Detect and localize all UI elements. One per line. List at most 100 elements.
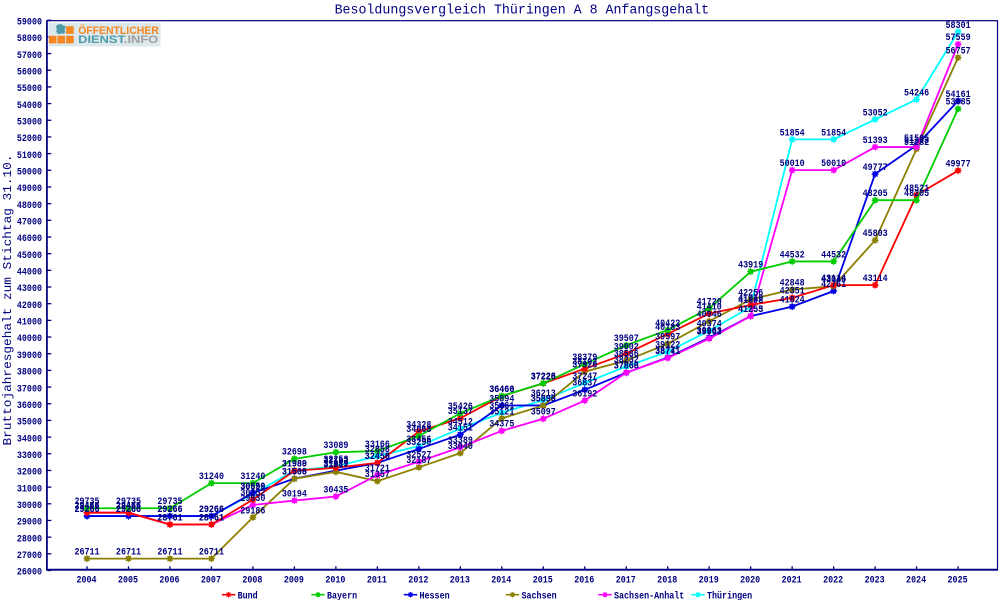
svg-text:2019: 2019 (699, 576, 719, 587)
svg-text:35894: 35894 (489, 394, 514, 405)
svg-text:37928: 37928 (572, 360, 597, 371)
svg-text:35890: 35890 (531, 394, 556, 405)
svg-text:31508: 31508 (282, 468, 307, 479)
svg-text:54246: 54246 (904, 88, 929, 99)
svg-text:32253: 32253 (323, 455, 348, 466)
svg-text:39903: 39903 (697, 328, 722, 339)
svg-text:28761: 28761 (199, 513, 224, 524)
svg-text:2006: 2006 (159, 576, 179, 587)
svg-text:38586: 38586 (614, 350, 639, 361)
svg-text:39597: 39597 (655, 333, 680, 344)
svg-text:29266: 29266 (157, 505, 182, 516)
svg-text:59000: 59000 (17, 17, 42, 28)
svg-text:2021: 2021 (782, 576, 802, 587)
svg-text:48521: 48521 (904, 184, 929, 195)
svg-text:29735: 29735 (74, 497, 99, 508)
svg-text:29266: 29266 (74, 505, 99, 516)
svg-text:2008: 2008 (242, 576, 262, 587)
svg-text:31980: 31980 (282, 460, 307, 471)
svg-text:Bruttojahresgehalt zum Stichta: Bruttojahresgehalt zum Stichtag 31.10. (1, 155, 15, 446)
svg-text:34375: 34375 (489, 420, 514, 431)
svg-text:38741: 38741 (655, 347, 680, 358)
svg-text:2018: 2018 (657, 576, 677, 587)
svg-text:28000: 28000 (17, 534, 42, 545)
svg-text:40183: 40183 (655, 323, 680, 334)
svg-text:29186: 29186 (240, 506, 265, 517)
svg-text:2023: 2023 (865, 576, 885, 587)
svg-text:26711: 26711 (116, 548, 141, 559)
svg-text:40422: 40422 (655, 319, 680, 330)
svg-text:Sachsen: Sachsen (522, 591, 557, 601)
svg-text:38771: 38771 (655, 346, 680, 357)
svg-text:37247: 37247 (572, 372, 597, 383)
svg-text:46000: 46000 (17, 234, 42, 245)
svg-text:32527: 32527 (406, 451, 431, 462)
svg-text:31000: 31000 (17, 484, 42, 495)
svg-text:29266: 29266 (157, 505, 182, 516)
svg-text:35097: 35097 (531, 408, 556, 419)
svg-text:51505: 51505 (904, 134, 929, 145)
svg-text:26711: 26711 (74, 548, 99, 559)
svg-text:32858: 32858 (365, 445, 390, 456)
svg-text:Bund: Bund (238, 591, 258, 601)
svg-text:58301: 58301 (946, 21, 971, 32)
svg-text:32450: 32450 (365, 452, 390, 463)
svg-text:31240: 31240 (199, 472, 224, 483)
svg-text:42761: 42761 (821, 280, 846, 291)
svg-text:31917: 31917 (323, 461, 348, 472)
svg-text:41919: 41919 (738, 294, 763, 305)
svg-text:2015: 2015 (533, 576, 553, 587)
svg-text:36837: 36837 (572, 379, 597, 390)
svg-text:29466: 29466 (116, 502, 141, 513)
svg-text:41253: 41253 (738, 305, 763, 316)
svg-text:DIENST.INFO: DIENST .INFO (78, 34, 158, 46)
svg-text:34151: 34151 (448, 423, 473, 434)
svg-text:26711: 26711 (199, 548, 224, 559)
svg-text:31989: 31989 (282, 460, 307, 471)
svg-text:29930: 29930 (240, 494, 265, 505)
svg-text:28761: 28761 (157, 513, 182, 524)
svg-text:29266: 29266 (74, 505, 99, 516)
svg-text:31989: 31989 (323, 460, 348, 471)
svg-text:2024: 2024 (906, 576, 926, 587)
svg-text:30194: 30194 (282, 489, 307, 500)
svg-text:2012: 2012 (408, 576, 428, 587)
svg-text:2013: 2013 (450, 576, 470, 587)
svg-text:29466: 29466 (74, 502, 99, 513)
svg-text:Thüringen: Thüringen (707, 591, 752, 601)
svg-text:51393: 51393 (863, 136, 888, 147)
svg-text:34000: 34000 (17, 434, 42, 445)
svg-text:35426: 35426 (448, 402, 473, 413)
svg-text:39002: 39002 (614, 343, 639, 354)
svg-text:30000: 30000 (17, 501, 42, 512)
svg-text:30650: 30650 (240, 482, 265, 493)
svg-text:2022: 2022 (823, 576, 843, 587)
svg-text:51282: 51282 (904, 138, 929, 149)
svg-text:36213: 36213 (531, 389, 556, 400)
svg-text:33290: 33290 (406, 438, 431, 449)
svg-text:35121: 35121 (489, 407, 514, 418)
svg-text:2007: 2007 (201, 576, 221, 587)
svg-text:29266: 29266 (116, 505, 141, 516)
svg-text:48205: 48205 (904, 189, 929, 200)
svg-text:48205: 48205 (863, 189, 888, 200)
svg-text:30599: 30599 (240, 483, 265, 494)
svg-text:51854: 51854 (821, 128, 846, 139)
svg-text:49000: 49000 (17, 184, 42, 195)
svg-text:45000: 45000 (17, 251, 42, 262)
svg-text:43114: 43114 (863, 274, 888, 285)
svg-text:36192: 36192 (572, 389, 597, 400)
svg-text:26000: 26000 (17, 568, 42, 579)
svg-text:Hessen: Hessen (420, 592, 450, 601)
svg-text:41808: 41808 (738, 296, 763, 307)
svg-text:42848: 42848 (780, 278, 805, 289)
svg-text:Sachsen-Anhalt: Sachsen-Anhalt (614, 591, 684, 601)
svg-text:37000: 37000 (17, 384, 42, 395)
svg-text:32162: 32162 (323, 457, 348, 468)
svg-text:37860: 37860 (614, 362, 639, 373)
svg-text:33089: 33089 (323, 441, 348, 452)
svg-text:34068: 34068 (406, 425, 431, 436)
svg-text:34328: 34328 (406, 421, 431, 432)
svg-text:32455: 32455 (365, 452, 390, 463)
svg-text:35137: 35137 (448, 407, 473, 418)
